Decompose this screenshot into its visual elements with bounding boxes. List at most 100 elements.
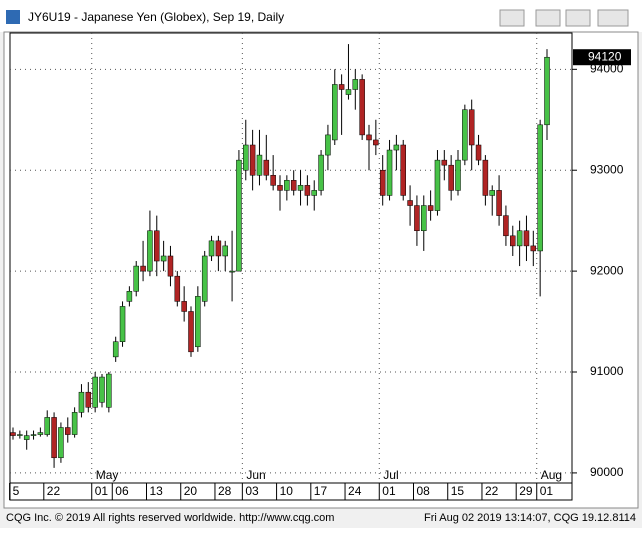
x-tick-label: 06 bbox=[115, 484, 129, 498]
candle-body bbox=[119, 306, 126, 342]
month-label: Jul bbox=[383, 468, 398, 482]
candle-body bbox=[284, 180, 290, 191]
candle-body bbox=[208, 240, 215, 257]
candle-body bbox=[195, 296, 201, 348]
candle-body bbox=[51, 417, 57, 459]
x-tick-label: 03 bbox=[245, 484, 259, 498]
x-tick-label: 17 bbox=[314, 484, 328, 498]
candle-body bbox=[338, 84, 345, 90]
candle-body bbox=[140, 265, 146, 272]
candle-body bbox=[537, 124, 543, 252]
month-label: May bbox=[96, 468, 119, 482]
close-button[interactable] bbox=[597, 9, 629, 27]
candle-body bbox=[263, 159, 270, 176]
last-price-label: 94120 bbox=[588, 49, 622, 63]
candle-body bbox=[434, 159, 441, 211]
timestamp: Fri Aug 02 2019 13:14:07, CQG 19.12.8114 bbox=[424, 512, 636, 524]
candle-body bbox=[393, 144, 400, 151]
link-button[interactable] bbox=[499, 9, 525, 27]
y-tick-label: 91000 bbox=[590, 364, 624, 378]
candle-body bbox=[482, 159, 489, 196]
x-tick-label: 08 bbox=[417, 484, 431, 498]
candle-body bbox=[23, 435, 30, 440]
candle-body bbox=[65, 427, 71, 435]
title-bar bbox=[0, 0, 642, 32]
candle-body bbox=[407, 200, 413, 206]
y-tick-label: 90000 bbox=[590, 465, 624, 479]
candle-body bbox=[133, 265, 139, 292]
candle-body bbox=[503, 215, 509, 237]
candle-body bbox=[462, 109, 468, 161]
candle-body bbox=[154, 230, 160, 262]
candle-body bbox=[359, 79, 365, 136]
candle-body bbox=[85, 391, 92, 408]
plot-area bbox=[9, 32, 573, 484]
candle-body bbox=[468, 109, 475, 146]
y-tick-label: 92000 bbox=[590, 263, 624, 277]
candle-body bbox=[441, 159, 448, 166]
x-tick-label: 28 bbox=[218, 484, 232, 498]
candle-body bbox=[496, 190, 502, 216]
candle-body bbox=[277, 185, 283, 191]
candle-body bbox=[236, 159, 242, 272]
candle-body bbox=[318, 154, 324, 191]
candle-body bbox=[475, 144, 482, 161]
chart-title: JY6U19 - Japanese Yen (Globex), Sep 19, … bbox=[28, 10, 284, 24]
candle-body bbox=[78, 391, 85, 413]
candle-body bbox=[222, 245, 228, 257]
x-tick-label: 20 bbox=[184, 484, 198, 498]
candle-body bbox=[112, 341, 119, 358]
minimize-button[interactable] bbox=[535, 9, 561, 27]
x-tick-label: 01 bbox=[95, 484, 109, 498]
candle-body bbox=[455, 159, 461, 191]
candle-body bbox=[10, 432, 16, 436]
x-tick-label: 24 bbox=[348, 484, 362, 498]
candle-body bbox=[71, 412, 78, 435]
candle-body bbox=[448, 164, 454, 191]
candle-body bbox=[37, 432, 44, 435]
candle-body bbox=[414, 205, 420, 232]
month-label: Jun bbox=[246, 468, 265, 482]
candle-body bbox=[126, 291, 133, 302]
candle-body bbox=[516, 230, 523, 247]
candle-body bbox=[530, 245, 537, 252]
candle-body bbox=[58, 427, 64, 459]
candle-body bbox=[215, 240, 222, 257]
candle-body bbox=[421, 205, 427, 232]
candle-body bbox=[167, 255, 174, 277]
x-tick-label: 01 bbox=[382, 484, 396, 498]
candle-body bbox=[44, 417, 50, 435]
candle-body bbox=[188, 311, 194, 353]
candle-body bbox=[332, 84, 338, 141]
candle-body bbox=[345, 89, 352, 95]
candle-body bbox=[510, 235, 516, 247]
candle-body bbox=[99, 376, 105, 403]
x-tick-label: 5 bbox=[13, 484, 20, 498]
candle-body bbox=[147, 230, 153, 272]
candle-body bbox=[325, 134, 331, 156]
candle-body bbox=[201, 255, 208, 302]
candle-body bbox=[106, 373, 112, 408]
x-tick-label: 01 bbox=[540, 484, 554, 498]
candle-body bbox=[304, 185, 311, 196]
maximize-button[interactable] bbox=[565, 9, 591, 27]
candle-body bbox=[290, 180, 297, 191]
candle-body bbox=[30, 434, 37, 436]
candle-body bbox=[92, 376, 98, 408]
candle-body bbox=[400, 144, 406, 196]
candle-body bbox=[243, 144, 249, 171]
x-tick-label: 29 bbox=[519, 484, 533, 498]
candle-body bbox=[297, 185, 304, 191]
candle-body bbox=[523, 230, 530, 247]
candle-body bbox=[373, 139, 379, 146]
month-label: Aug bbox=[541, 468, 562, 482]
candle-body bbox=[544, 56, 550, 126]
candle-body bbox=[160, 255, 167, 262]
x-tick-label: 22 bbox=[485, 484, 499, 498]
app-icon bbox=[6, 10, 20, 24]
candle-body bbox=[427, 205, 434, 211]
x-tick-label: 10 bbox=[280, 484, 294, 498]
candle-body bbox=[256, 154, 263, 176]
candle-body bbox=[174, 275, 181, 302]
